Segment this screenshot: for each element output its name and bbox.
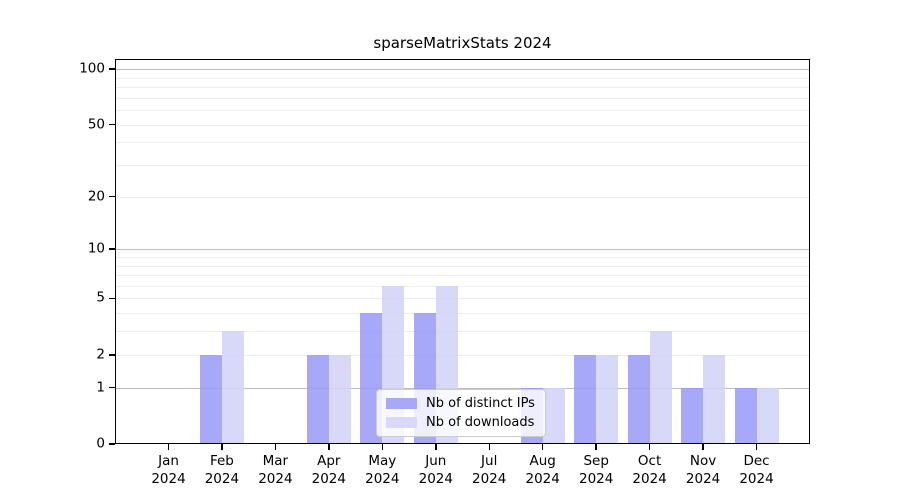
y-tick-label-20: 20 xyxy=(87,187,105,204)
x-tick-jun xyxy=(435,444,437,450)
y-tick-10 xyxy=(108,248,115,250)
gridline-minor-6 xyxy=(115,285,810,287)
y-tick-1 xyxy=(108,386,115,389)
gridline-minor-8 xyxy=(115,265,810,267)
bar-downloads-nov xyxy=(703,354,726,444)
gridline-minor-40 xyxy=(115,142,810,144)
x-tick-label-apr: Apr 2024 xyxy=(311,453,346,487)
bar-downloads-feb xyxy=(221,331,244,444)
x-tick-label-jun: Jun 2024 xyxy=(418,453,453,487)
y-tick-label-1: 1 xyxy=(96,378,105,395)
x-tick-may xyxy=(381,444,384,450)
bar-downloads-oct xyxy=(649,331,672,444)
x-tick-apr xyxy=(328,444,330,450)
y-tick-0 xyxy=(108,443,115,445)
y-tick-50 xyxy=(108,123,115,126)
x-tick-aug xyxy=(541,444,544,450)
bar-downloads-sep xyxy=(596,354,619,444)
y-tick-2 xyxy=(108,354,115,356)
legend-entry-downloads: Nb of downloads xyxy=(386,415,536,430)
gridline-minor-5 xyxy=(115,298,810,300)
bar-downloads-apr xyxy=(328,354,351,444)
x-tick-label-dec: Dec 2024 xyxy=(739,453,774,487)
gridline-major-1 xyxy=(115,387,810,389)
x-tick-label-oct: Oct 2024 xyxy=(632,453,667,487)
chart-title: sparseMatrixStats 2024 xyxy=(373,34,552,52)
plot-area: Nb of distinct IPs Nb of downloads Jan 20… xyxy=(79,59,810,487)
legend-label-downloads: Nb of downloads xyxy=(426,415,535,430)
x-tick-label-jan: Jan 2024 xyxy=(151,453,186,487)
bar-distinct-ips-dec xyxy=(734,387,757,444)
y-tick-20 xyxy=(108,195,115,198)
gridline-minor-7 xyxy=(115,275,810,276)
legend-swatch-distinct-ips xyxy=(386,398,417,409)
y-tick-100 xyxy=(108,68,115,70)
legend-entry-distinct-ips: Nb of distinct IPs xyxy=(386,396,536,411)
x-tick-label-jul: Jul 2024 xyxy=(472,453,507,487)
chart-legend: Nb of distinct IPs Nb of downloads xyxy=(376,389,546,437)
bar-distinct-ips-sep xyxy=(574,354,597,444)
y-tick-5 xyxy=(108,297,115,300)
x-tick-label-nov: Nov 2024 xyxy=(685,453,721,487)
gridline-major-100 xyxy=(115,69,810,70)
gridline-major-10 xyxy=(115,249,810,251)
x-tick-nov xyxy=(702,444,704,450)
y-tick-label-5: 5 xyxy=(96,289,105,306)
legend-label-distinct-ips: Nb of distinct IPs xyxy=(426,396,535,411)
gridline-minor-9 xyxy=(115,256,810,258)
gridline-minor-80 xyxy=(115,86,810,88)
legend-swatch-downloads xyxy=(386,417,417,428)
gridline-minor-2 xyxy=(115,354,810,356)
y-tick-label-0: 0 xyxy=(96,435,105,452)
x-tick-label-sep: Sep 2024 xyxy=(579,453,614,487)
gridline-minor-30 xyxy=(115,165,810,166)
bar-distinct-ips-oct xyxy=(627,354,650,444)
x-tick-label-may: May 2024 xyxy=(365,453,400,487)
x-tick-dec xyxy=(755,444,758,450)
y-tick-label-2: 2 xyxy=(96,345,105,362)
y-tick-label-100: 100 xyxy=(79,60,105,77)
x-tick-sep xyxy=(595,444,597,450)
x-tick-label-mar: Mar 2024 xyxy=(258,453,293,487)
y-tick-label-50: 50 xyxy=(87,115,105,132)
x-tick-mar xyxy=(274,444,277,450)
x-tick-label-aug: Aug 2024 xyxy=(525,453,560,487)
gridline-minor-4 xyxy=(115,313,810,315)
x-tick-oct xyxy=(648,444,651,450)
bar-distinct-ips-apr xyxy=(306,354,329,444)
gridline-minor-70 xyxy=(115,97,810,99)
gridline-minor-50 xyxy=(115,124,810,126)
x-tick-jan xyxy=(167,444,170,450)
bar-distinct-ips-nov xyxy=(681,387,704,444)
gridline-minor-90 xyxy=(115,77,810,79)
x-tick-jul xyxy=(488,444,490,450)
y-tick-label-10: 10 xyxy=(87,240,105,257)
gridline-minor-60 xyxy=(115,110,810,111)
x-tick-feb xyxy=(221,444,223,450)
bar-downloads-aug xyxy=(542,387,565,444)
bar-distinct-ips-feb xyxy=(199,354,222,444)
gridline-minor-3 xyxy=(115,331,810,333)
bar-downloads-dec xyxy=(756,387,779,444)
gridline-minor-20 xyxy=(115,196,810,198)
x-tick-label-feb: Feb 2024 xyxy=(204,453,240,487)
